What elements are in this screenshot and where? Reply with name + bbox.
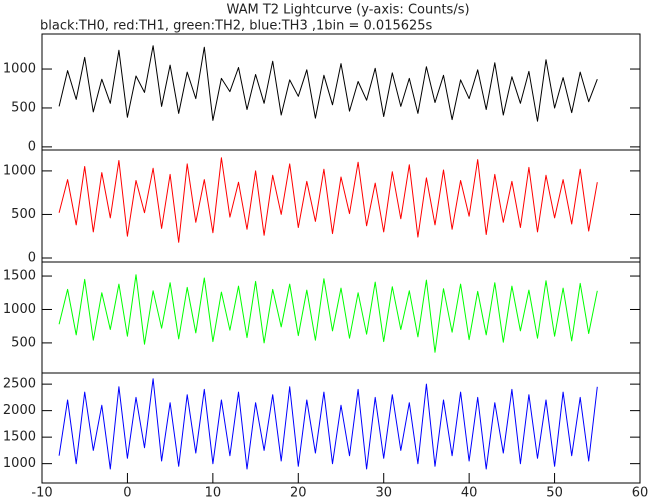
y-tick-label: 1000 [3, 163, 36, 178]
y-tick-label: 0 [28, 139, 36, 154]
x-tick-label: 40 [461, 486, 478, 501]
series-line [58, 274, 598, 353]
x-tick-label: 20 [290, 486, 307, 501]
x-tick-label: 60 [632, 486, 649, 501]
x-tick-label: -10 [31, 486, 52, 501]
panel-frame [41, 33, 641, 151]
y-tick-label: 500 [11, 207, 36, 222]
chart-subtitle: black:TH0, red:TH1, green:TH2, blue:TH3 … [40, 19, 433, 34]
y-tick-label: 1000 [3, 302, 36, 317]
y-tick-label: 500 [11, 335, 36, 350]
x-tick-label: 50 [546, 486, 563, 501]
panel-frame [41, 261, 641, 374]
y-tick-label: 2000 [3, 403, 36, 418]
x-tick-label: 0 [123, 486, 131, 501]
series-line [58, 157, 598, 243]
y-tick-label: 0 [28, 250, 36, 265]
y-tick-label: 1000 [3, 456, 36, 471]
series-line [58, 45, 598, 122]
series-line [58, 378, 598, 470]
x-tick-label: 10 [205, 486, 222, 501]
panel-frame [41, 372, 641, 484]
y-tick-label: 1500 [3, 430, 36, 445]
x-tick-label: 30 [375, 486, 392, 501]
chart-title: WAM T2 Lightcurve (y-axis: Counts/s) [226, 3, 469, 18]
y-tick-label: 1500 [3, 269, 36, 284]
y-tick-label: 500 [11, 100, 36, 115]
y-tick-label: 1000 [3, 62, 36, 77]
y-tick-label: 2500 [3, 377, 36, 392]
